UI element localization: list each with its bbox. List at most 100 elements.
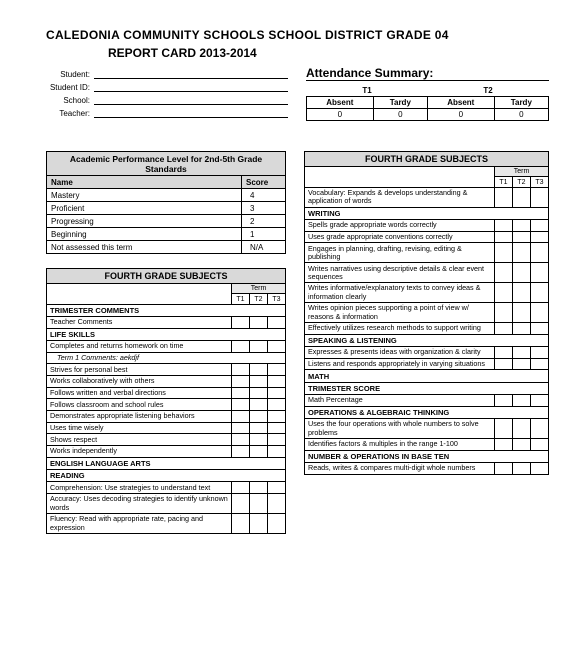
score-cell [232, 317, 250, 329]
score-cell [232, 434, 250, 446]
score-cell [531, 187, 549, 207]
student-label: Student: [46, 70, 94, 79]
attendance-block: Attendance Summary: T1 T2 Absent Tardy A… [306, 66, 549, 121]
subject-row: Comprehension: Use strategies to underst… [47, 482, 232, 494]
section-header: SPEAKING & LISTENING [305, 334, 549, 346]
score-cell [531, 358, 549, 370]
score-cell [268, 514, 286, 534]
subject-row: Works independently [47, 446, 232, 458]
subject-row: Accuracy: Uses decoding strategies to id… [47, 494, 232, 514]
score-cell [268, 376, 286, 388]
perf-score-h: Score [242, 176, 286, 189]
studentid-label: Student ID: [46, 83, 94, 92]
score-cell [268, 494, 286, 514]
score-cell [513, 187, 531, 207]
subject-row: Reads, writes & compares multi-digit who… [305, 463, 495, 475]
score-cell [250, 434, 268, 446]
teacher-line [94, 108, 288, 118]
t2-r: T2 [513, 177, 531, 187]
student-line [94, 69, 288, 79]
score-cell [513, 463, 531, 475]
section-header: NUMBER & OPERATIONS IN BASE TEN [305, 450, 549, 462]
subject-row: Writes narratives using descriptive deta… [305, 263, 495, 283]
score-cell [513, 439, 531, 451]
score-cell [232, 341, 250, 353]
t3-l: T3 [268, 294, 286, 304]
score-cell [232, 411, 250, 423]
score-cell [268, 317, 286, 329]
attendance-table: T1 T2 Absent Tardy Absent Tardy 0 0 0 0 [306, 85, 549, 121]
section-header: LIFE SKILLS [47, 328, 286, 340]
att-tardy-1: Tardy [373, 97, 427, 109]
subject-row: Writes opinion pieces supporting a point… [305, 303, 495, 323]
score-cell [531, 283, 549, 303]
score-cell [531, 439, 549, 451]
score-cell [531, 303, 549, 323]
perf-score: 3 [242, 202, 286, 215]
teacher-label: Teacher: [46, 109, 94, 118]
perf-score: N/A [242, 241, 286, 254]
score-cell [268, 482, 286, 494]
score-cell [495, 463, 513, 475]
attendance-title: Attendance Summary: [306, 66, 549, 81]
score-cell [513, 263, 531, 283]
score-cell [495, 243, 513, 263]
subject-row: Vocabulary: Expands & develops understan… [305, 187, 495, 207]
section-header: TRIMESTER SCORE [305, 382, 549, 394]
subject-row: Listens and responds appropriately in va… [305, 358, 495, 370]
att-val: 0 [494, 109, 548, 121]
term-label-r: Term [495, 167, 549, 177]
score-cell [495, 220, 513, 232]
score-cell [232, 376, 250, 388]
score-cell [268, 434, 286, 446]
performance-table: Academic Performance Level for 2nd-5th G… [46, 151, 286, 254]
score-cell [232, 422, 250, 434]
score-cell [513, 395, 531, 407]
score-cell [513, 220, 531, 232]
perf-name: Progressing [47, 215, 242, 228]
district-title: CALEDONIA COMMUNITY SCHOOLS SCHOOL DISTR… [46, 28, 549, 42]
att-t1: T1 [307, 85, 428, 97]
perf-score: 4 [242, 189, 286, 202]
school-label: School: [46, 96, 94, 105]
score-cell [495, 263, 513, 283]
subject-row: Engages in planning, drafting, revising,… [305, 243, 495, 263]
score-cell [250, 446, 268, 458]
section-header: MATH [305, 370, 549, 382]
subject-row: Spells grade appropriate words correctly [305, 220, 495, 232]
t2-l: T2 [250, 294, 268, 304]
perf-name: Not assessed this term [47, 241, 242, 254]
subjects-left: FOURTH GRADE SUBJECTS Term T1T2T3 TRIMES… [46, 268, 286, 534]
score-cell [531, 220, 549, 232]
score-cell [495, 231, 513, 243]
score-cell [268, 411, 286, 423]
score-cell [495, 323, 513, 335]
score-cell [250, 341, 268, 353]
score-cell [495, 347, 513, 359]
score-cell [495, 419, 513, 439]
subject-row: Completes and returns homework on time [47, 341, 232, 353]
t1-r: T1 [495, 177, 513, 187]
subject-row: Strives for personal best [47, 364, 232, 376]
perf-name-h: Name [47, 176, 242, 189]
score-cell [513, 303, 531, 323]
subject-row: Math Percentage [305, 395, 495, 407]
score-cell [232, 514, 250, 534]
score-cell [232, 387, 250, 399]
score-cell [531, 347, 549, 359]
att-t2: T2 [427, 85, 548, 97]
att-absent-1: Absent [307, 97, 374, 109]
score-cell [531, 263, 549, 283]
subj-banner-r: FOURTH GRADE SUBJECTS [305, 152, 549, 167]
subject-row: Shows respect [47, 434, 232, 446]
score-cell [232, 399, 250, 411]
section-header: OPERATIONS & ALGEBRAIC THINKING [305, 406, 549, 418]
score-cell [495, 358, 513, 370]
section-header: ENGLISH LANGUAGE ARTS [47, 457, 286, 469]
section-header: TRIMESTER COMMENTS [47, 304, 286, 316]
section-header: WRITING [305, 207, 549, 219]
school-line [94, 95, 288, 105]
t3-r: T3 [531, 177, 549, 187]
section-header: READING [47, 470, 286, 482]
subject-row: Works collaboratively with others [47, 376, 232, 388]
